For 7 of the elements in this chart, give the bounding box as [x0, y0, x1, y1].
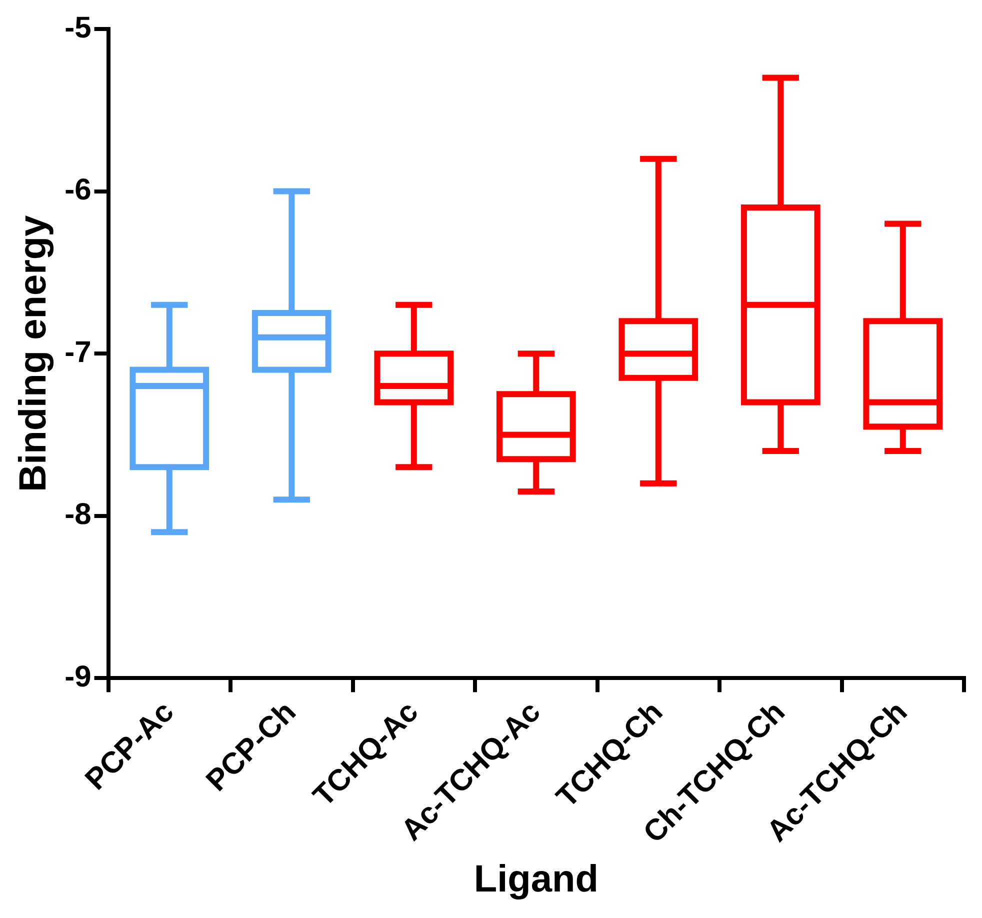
y-axis-title: Binding energy — [12, 215, 54, 492]
y-tick-label: -5 — [64, 11, 92, 44]
y-tick-label: -7 — [64, 336, 92, 369]
y-tick-label: -6 — [64, 174, 92, 207]
y-tick-label: -8 — [64, 498, 92, 532]
y-tick-label: -9 — [64, 660, 92, 694]
x-axis-title: Ligand — [474, 858, 598, 901]
